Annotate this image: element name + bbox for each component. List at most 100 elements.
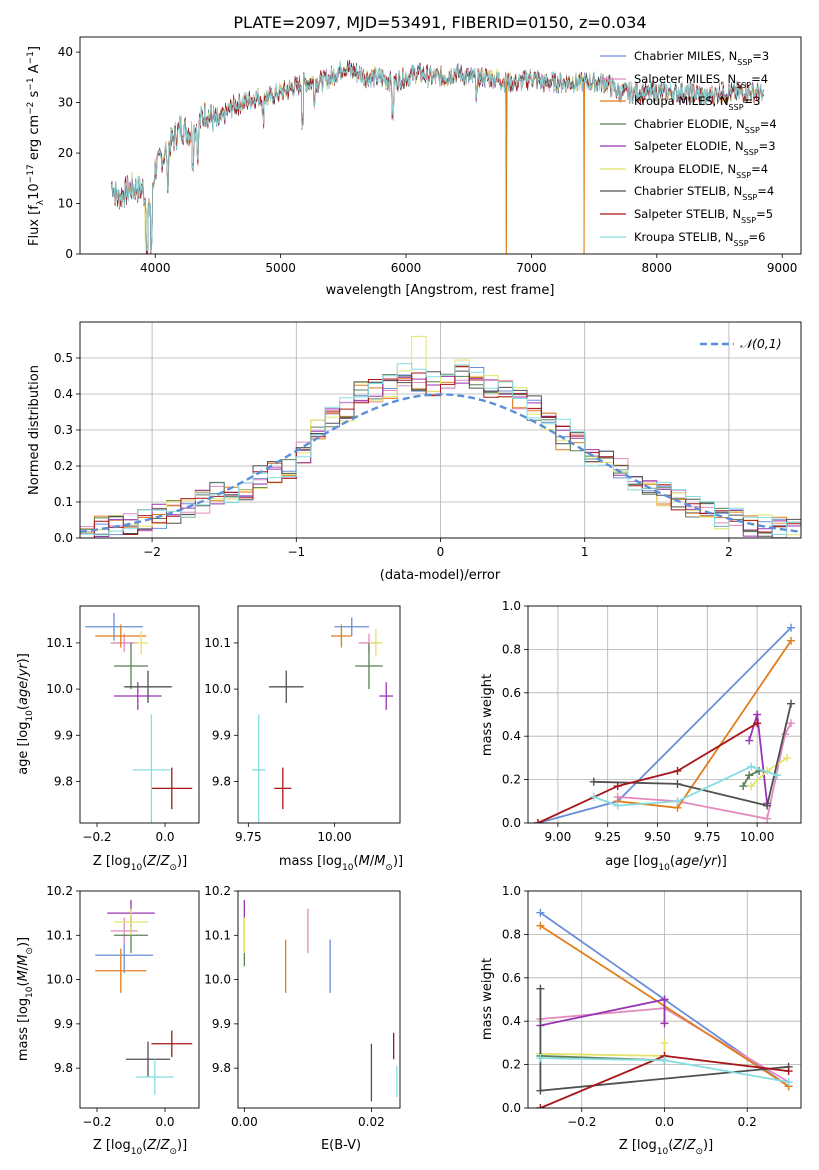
residuals-ytick-label: 0.0	[54, 531, 73, 545]
residuals-hist-6	[80, 370, 801, 538]
age-weight-marker-1	[787, 719, 796, 728]
age-weight-marker-4	[745, 736, 754, 745]
z-age-xtick-label: −0.2	[82, 830, 111, 844]
mass-age-frame	[237, 605, 401, 824]
residuals-hist-5	[80, 335, 801, 536]
age-weight-line-6	[593, 703, 792, 807]
z-mass-xlabel: Z [log10(Z/Z⊙)]	[93, 1138, 187, 1157]
ebv-mass-xtick-label: 0.00	[231, 1115, 258, 1129]
z-weight-plot	[524, 890, 802, 1112]
age-weight-marker-7	[753, 719, 762, 728]
mass-age-plot	[234, 605, 401, 827]
z-mass-frame	[79, 890, 200, 1109]
z-weight-marker-8	[536, 1054, 545, 1063]
age-weight-marker-3	[739, 782, 748, 791]
spectrum-plot	[76, 36, 802, 258]
spectrum-title: PLATE=2097, MJD=53491, FIBERID=0150, z=0…	[233, 13, 646, 32]
legend-residuals: 𝒩(0,1)	[700, 336, 782, 351]
spectrum-xlabel: wavelength [Angstrom, rest frame]	[326, 283, 555, 298]
residuals-xtick-label: 0	[437, 545, 445, 559]
residuals-xtick-label: −2	[143, 545, 161, 559]
legend-label-chabrier-stelib: Chabrier STELIB, NSSP=4	[634, 184, 774, 202]
residuals-ylabel: Normed distribution	[27, 365, 42, 495]
ebv-mass-frame	[237, 890, 401, 1109]
age-weight-marker-5	[783, 753, 792, 762]
mass-age-ytick-label: 9.9	[212, 728, 231, 742]
age-weight-marker-6	[763, 801, 772, 810]
spectrum-series-8	[110, 60, 764, 253]
z-mass-ytick-label: 10.0	[46, 973, 73, 987]
age-weight-ytick-label: 0.4	[502, 729, 521, 743]
z-weight-marker-7	[784, 1067, 793, 1076]
legend-spectrum: Chabrier MILES, NSSP=3 Salpeter MILES, N…	[600, 49, 777, 248]
age-weight-ytick-label: 1.0	[502, 599, 521, 613]
z-weight-marks	[536, 908, 793, 1108]
z-age-ytick-label: 9.8	[54, 774, 73, 788]
spectrum-xtick-label: 7000	[516, 261, 547, 275]
age-weight-marks	[533, 623, 796, 823]
age-weight-marker-7	[613, 782, 622, 791]
z-weight-marker-7	[536, 1104, 545, 1108]
age-weight-marker-8	[589, 792, 598, 801]
age-weight-xtick-label: 9.00	[545, 830, 572, 844]
age-weight-ytick-label: 0.2	[502, 773, 521, 787]
residuals-marks	[80, 335, 801, 538]
z-weight-marker-2	[536, 921, 545, 930]
residuals-plot	[76, 321, 802, 542]
age-weight-xtick-label: 10.00	[740, 830, 774, 844]
spectrum-marks	[110, 59, 764, 254]
spectrum-ytick-label: 0	[65, 247, 73, 261]
age-weight-ytick-label: 0.6	[502, 686, 521, 700]
ebv-mass-ytick-label: 10.2	[204, 884, 231, 898]
z-weight-xtick-label: 0.0	[655, 1115, 674, 1129]
ebv-mass-ytick-label: 9.8	[212, 1061, 231, 1075]
legend-label-salpeter-miles: Salpeter MILES, NSSP=4	[634, 72, 768, 90]
age-weight-xtick-label: 9.25	[594, 830, 621, 844]
z-mass-xtick-label: 0.0	[155, 1115, 174, 1129]
residuals-ytick-label: 0.4	[54, 387, 73, 401]
age-weight-marker-7	[673, 766, 682, 775]
age-weight-frame	[527, 605, 802, 824]
spectrum-xtick-label: 6000	[391, 261, 422, 275]
z-weight-xtick-label: −0.2	[567, 1115, 596, 1129]
spectrum-ytick-label: 40	[58, 45, 73, 59]
residuals-ytick-label: 0.2	[54, 459, 73, 473]
z-weight-ytick-label: 1.0	[502, 884, 521, 898]
z-age-ylabel: age [log10(age/yr)]	[16, 653, 35, 775]
age-weight-marker-8	[773, 771, 782, 780]
legend-label-chabrier-elodie: Chabrier ELODIE, NSSP=4	[634, 117, 777, 135]
z-weight-marker-8	[784, 1077, 793, 1086]
age-weight-ytick-label: 0.8	[502, 642, 521, 656]
z-mass-ytick-label: 9.9	[54, 1017, 73, 1031]
mass-age-ytick-label: 10.0	[204, 682, 231, 696]
age-weight-xlabel: age [log10(age/yr)]	[605, 854, 727, 873]
mass-age-xtick-label: 9.75	[235, 830, 262, 844]
spectrum-ytick-label: 20	[58, 146, 73, 160]
age-weight-marker-6	[589, 777, 598, 786]
z-age-ytick-label: 10.0	[46, 682, 73, 696]
age-weight-marker-0	[787, 623, 796, 632]
z-mass-ylabel: mass [log10(M/M⊙)]	[16, 937, 35, 1061]
spectrum-ytick-label: 10	[58, 197, 73, 211]
spectrum-ylabel: Flux [fλ10−17 erg cm−2 s−1 A−1]	[26, 46, 46, 246]
z-weight-marker-4	[660, 995, 669, 1004]
residuals-xtick-label: 1	[581, 545, 589, 559]
ebv-mass-ytick-label: 9.9	[212, 1017, 231, 1031]
mass-age-ytick-label: 9.8	[212, 774, 231, 788]
z-mass-ytick-label: 9.8	[54, 1061, 73, 1075]
age-weight-marker-6	[787, 699, 796, 708]
spectrum-xtick-label: 8000	[642, 261, 673, 275]
age-weight-marker-2	[787, 636, 796, 645]
spectrum-xtick-label: 5000	[265, 261, 296, 275]
z-age-ytick-label: 9.9	[54, 728, 73, 742]
legend-label-normal: 𝒩(0,1)	[740, 336, 782, 351]
residuals-frame	[79, 321, 802, 539]
z-age-frame	[79, 605, 200, 824]
residuals-xlabel: (data-model)/error	[380, 568, 501, 583]
z-age-xlabel: Z [log10(Z/Z⊙)]	[93, 854, 187, 873]
legend-label-salpeter-stelib: Salpeter STELIB, NSSP=5	[634, 207, 773, 225]
z-weight-ytick-label: 0.4	[502, 1014, 521, 1028]
ebv-mass-xlabel: E(B-V)	[321, 1138, 361, 1153]
mass-age-xlabel: mass [log10(M/M⊙)]	[279, 854, 403, 873]
age-weight-ytick-label: 0.0	[502, 816, 521, 830]
